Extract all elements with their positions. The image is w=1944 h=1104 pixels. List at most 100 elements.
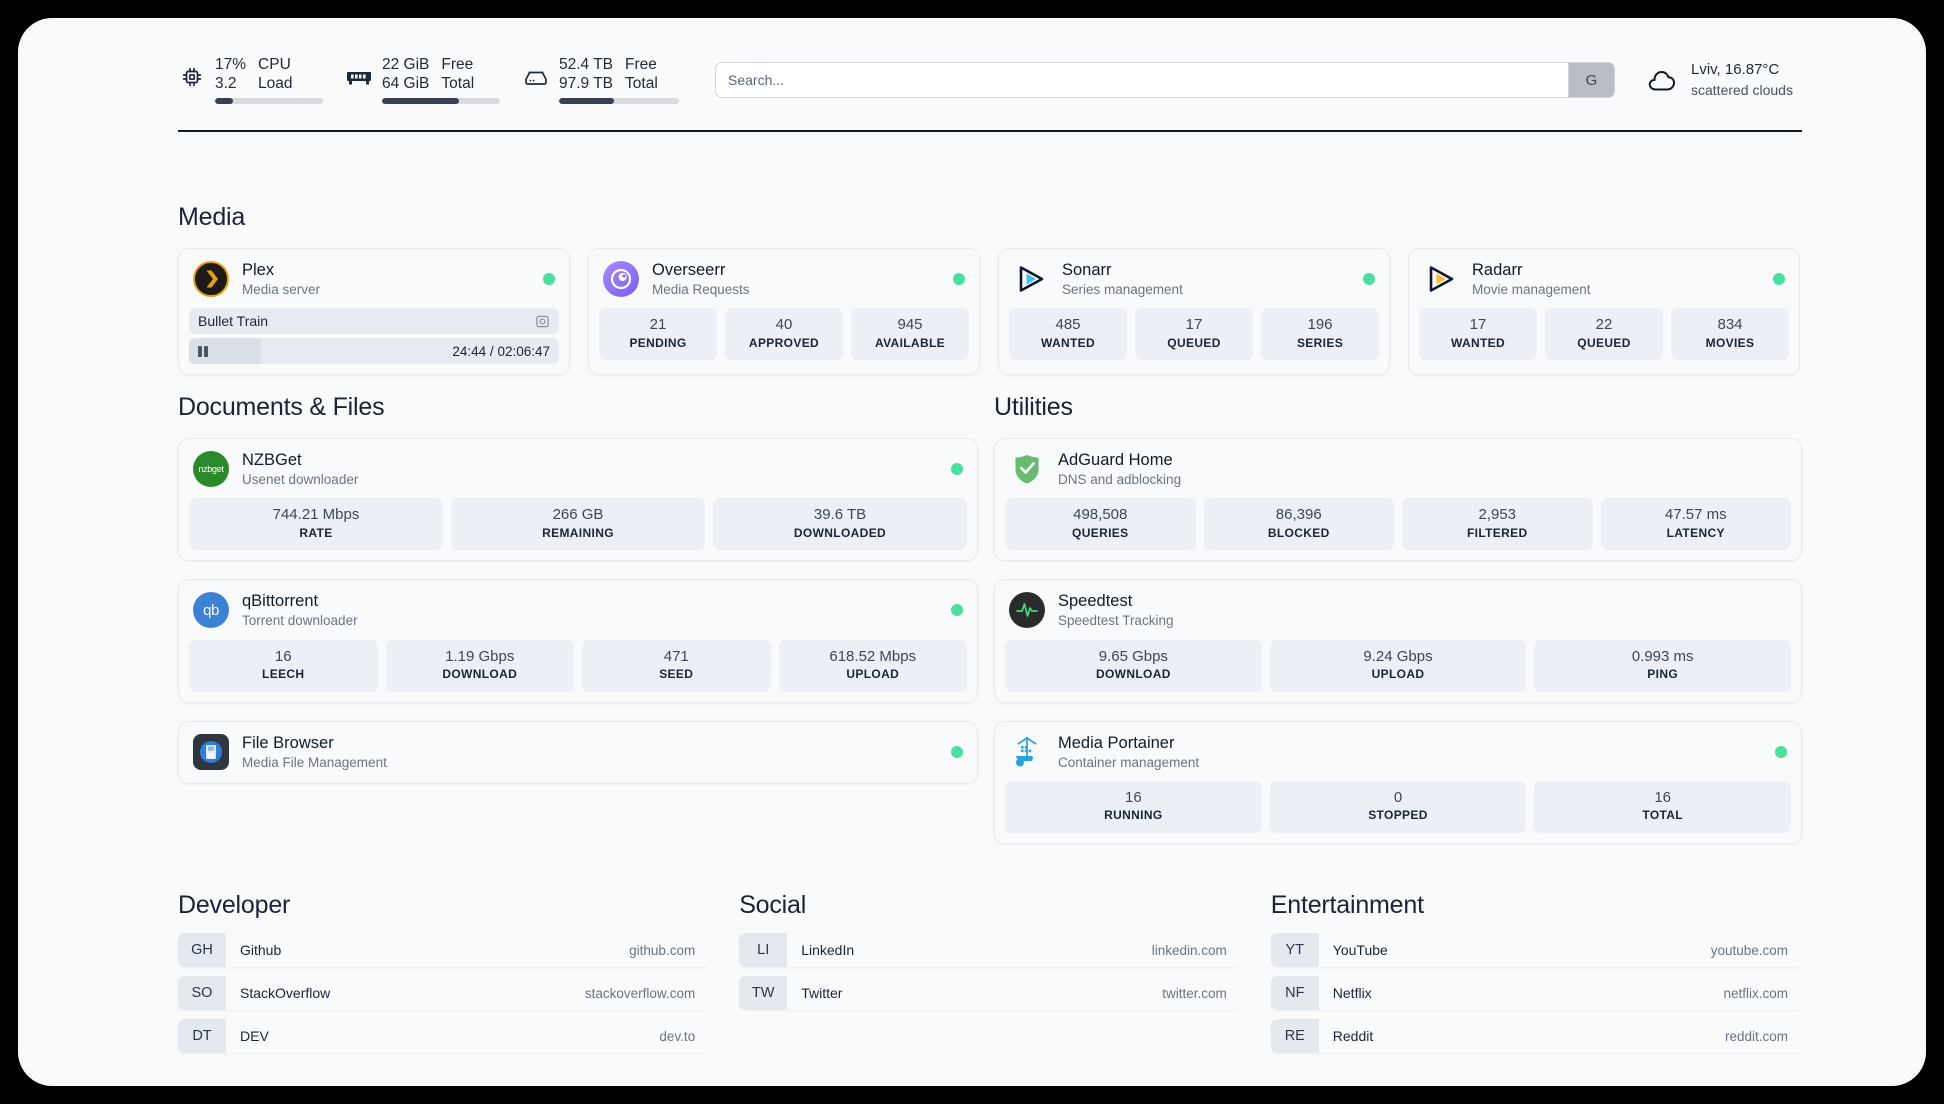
- stat-chip: 39.6 TB DOWNLOADED: [713, 498, 967, 551]
- dashboard-page: 17% 3.2 CPU Load: [18, 18, 1926, 1086]
- bookmark-item-twitter[interactable]: TW Twitter twitter.com: [739, 976, 1241, 1010]
- weather-condition: scattered clouds: [1691, 81, 1793, 98]
- bookmark-url: reddit.com: [1724, 1028, 1788, 1044]
- service-header: Speedtest Speedtest Tracking: [995, 580, 1801, 639]
- weather-widget[interactable]: Lviv, 16.87°C scattered clouds: [1645, 60, 1793, 99]
- media-cards-row: Plex Media server Bullet Train: [178, 248, 1802, 376]
- status-badge-placeholder: [1775, 604, 1787, 616]
- stat-label: WANTED: [1040, 335, 1096, 350]
- service-subtitle: Series management: [1062, 282, 1183, 298]
- search-input[interactable]: [716, 63, 1568, 97]
- cpu-label-bottom: Load: [258, 74, 293, 92]
- stat-label: UPLOAD: [846, 667, 900, 682]
- now-playing-progress[interactable]: 24:44 / 02:06:47: [189, 338, 559, 365]
- service-names: qBittorrent Torrent downloader: [242, 591, 358, 629]
- bookmark-abbr: YT: [1270, 933, 1319, 967]
- resource-widgets: 17% 3.2 CPU Load: [178, 56, 679, 105]
- bookmark-abbr: GH: [178, 933, 226, 967]
- disk-total-value: 97.9 TB: [559, 74, 614, 92]
- service-card-plex[interactable]: Plex Media server Bullet Train: [178, 248, 570, 376]
- service-card-file-browser[interactable]: File Browser Media File Management: [178, 720, 978, 784]
- stat-chip: 86,396 BLOCKED: [1203, 498, 1394, 551]
- service-names: Radarr Movie management: [1472, 260, 1591, 298]
- service-stats: 744.21 Mbps RATE 266 GB REMAINING 39.6 T…: [179, 498, 977, 560]
- bookmark-name: Github: [240, 942, 282, 958]
- documents-cards: nzbget NZBGet Usenet downloader 744.21 M…: [178, 438, 978, 784]
- stat-label: DOWNLOAD: [442, 667, 518, 682]
- stat-label: TOTAL: [1642, 808, 1683, 823]
- service-header: Radarr Movie management: [1409, 249, 1799, 308]
- service-card-qbittorrent[interactable]: qb qBittorrent Torrent downloader 16 LEE…: [178, 579, 978, 703]
- cpu-chip-icon: [178, 63, 206, 91]
- service-names: Speedtest Speedtest Tracking: [1058, 591, 1174, 629]
- bookmark-item-github[interactable]: GH Github github.com: [178, 933, 710, 967]
- stat-value: 86,396: [1275, 506, 1322, 524]
- bookmark-item-youtube[interactable]: YT YouTube youtube.com: [1270, 933, 1802, 967]
- stat-value: 498,508: [1073, 506, 1128, 524]
- cpu-usage-value: 17%: [215, 55, 247, 73]
- pause-icon[interactable]: [198, 345, 208, 357]
- stat-value: 266 GB: [552, 506, 604, 524]
- bookmark-name: StackOverflow: [240, 985, 331, 1001]
- stat-label: UPLOAD: [1371, 667, 1425, 682]
- now-playing-title-row: Bullet Train: [189, 308, 559, 335]
- bookmark-item-dev[interactable]: DT DEV dev.to: [178, 1019, 710, 1053]
- service-name: Overseerr: [652, 261, 726, 279]
- service-header: File Browser Media File Management: [179, 722, 977, 783]
- utilities-cards: AdGuard Home DNS and adblocking 498,508 …: [994, 438, 1802, 844]
- stat-value: 16: [1124, 788, 1142, 806]
- status-badge-online: [1773, 273, 1785, 286]
- service-name: Media Portainer: [1058, 733, 1175, 752]
- service-stats: 16 RUNNING 0 STOPPED 16 TOTAL: [995, 780, 1801, 843]
- stat-chip: 0.993 ms PING: [1534, 639, 1792, 692]
- service-subtitle: Media File Management: [242, 754, 387, 770]
- service-card-sonarr[interactable]: Sonarr Series management 485 WANTED 17 Q…: [998, 248, 1390, 376]
- bookmark-item-reddit[interactable]: RE Reddit reddit.com: [1270, 1019, 1802, 1053]
- service-card-radarr[interactable]: Radarr Movie management 17 WANTED 22 QUE…: [1408, 248, 1800, 376]
- service-card-overseerr[interactable]: Overseerr Media Requests 21 PENDING 40 A…: [588, 248, 980, 376]
- stat-chip: 40 APPROVED: [725, 308, 843, 361]
- resource-widget-disk: 52.4 TB 97.9 TB Free Total: [522, 56, 679, 105]
- filebrowser-logo: [193, 733, 229, 770]
- stat-label: LATENCY: [1666, 525, 1725, 540]
- memory-usage-bar: [382, 98, 500, 105]
- bookmark-abbr: LI: [739, 933, 788, 967]
- service-card-media-portainer[interactable]: Media Portainer Container management 16 …: [994, 720, 1802, 844]
- service-name: Speedtest: [1058, 592, 1133, 611]
- status-badge-online: [1775, 745, 1787, 758]
- stat-label: PING: [1647, 667, 1679, 682]
- hard-drive-icon: [522, 63, 550, 91]
- service-name: qBittorrent: [242, 592, 319, 611]
- sonarr-logo: [1013, 261, 1049, 297]
- stat-label: REMAINING: [542, 525, 614, 540]
- service-card-speedtest[interactable]: Speedtest Speedtest Tracking 9.65 Gbps D…: [994, 579, 1802, 703]
- bookmark-name: YouTube: [1332, 942, 1388, 958]
- stat-chip: 17 WANTED: [1419, 308, 1537, 361]
- cast-icon[interactable]: [535, 314, 550, 329]
- qbittorrent-logo: qb: [193, 592, 229, 629]
- service-subtitle: Usenet downloader: [242, 472, 359, 488]
- search-box[interactable]: G: [715, 62, 1615, 98]
- bookmark-item-netflix[interactable]: NF Netflix netflix.com: [1270, 976, 1802, 1010]
- bookmark-item-linkedin[interactable]: LI LinkedIn linkedin.com: [739, 933, 1241, 967]
- service-stats: 21 PENDING 40 APPROVED 945 AVAILABLE: [589, 308, 979, 370]
- stat-label: RUNNING: [1104, 808, 1163, 823]
- section-title-utilities: Utilities: [994, 393, 1073, 421]
- stat-label: WANTED: [1450, 335, 1506, 350]
- cpu-label-top: CPU: [258, 55, 291, 73]
- search-provider-button[interactable]: G: [1568, 63, 1614, 97]
- service-subtitle: Media server: [242, 282, 321, 298]
- bookmark-item-stackoverflow[interactable]: SO StackOverflow stackoverflow.com: [178, 976, 710, 1010]
- stat-label: DOWNLOADED: [793, 525, 887, 540]
- bookmark-name: Twitter: [801, 985, 843, 1001]
- stat-chip: 471 SEED: [582, 639, 771, 692]
- bookmark-group-social: Social LI LinkedIn linkedin.com TW Twitt…: [739, 891, 1241, 1053]
- service-card-adguard-home[interactable]: AdGuard Home DNS and adblocking 498,508 …: [994, 438, 1802, 562]
- status-badge-online: [951, 604, 963, 617]
- stat-value: 0: [1393, 788, 1403, 806]
- service-subtitle: Movie management: [1472, 282, 1591, 298]
- service-card-nzbget[interactable]: nzbget NZBGet Usenet downloader 744.21 M…: [178, 438, 978, 562]
- weather-text: Lviv, 16.87°C scattered clouds: [1691, 60, 1793, 99]
- plex-logo: [193, 261, 229, 298]
- stat-value: 39.6 TB: [813, 506, 867, 524]
